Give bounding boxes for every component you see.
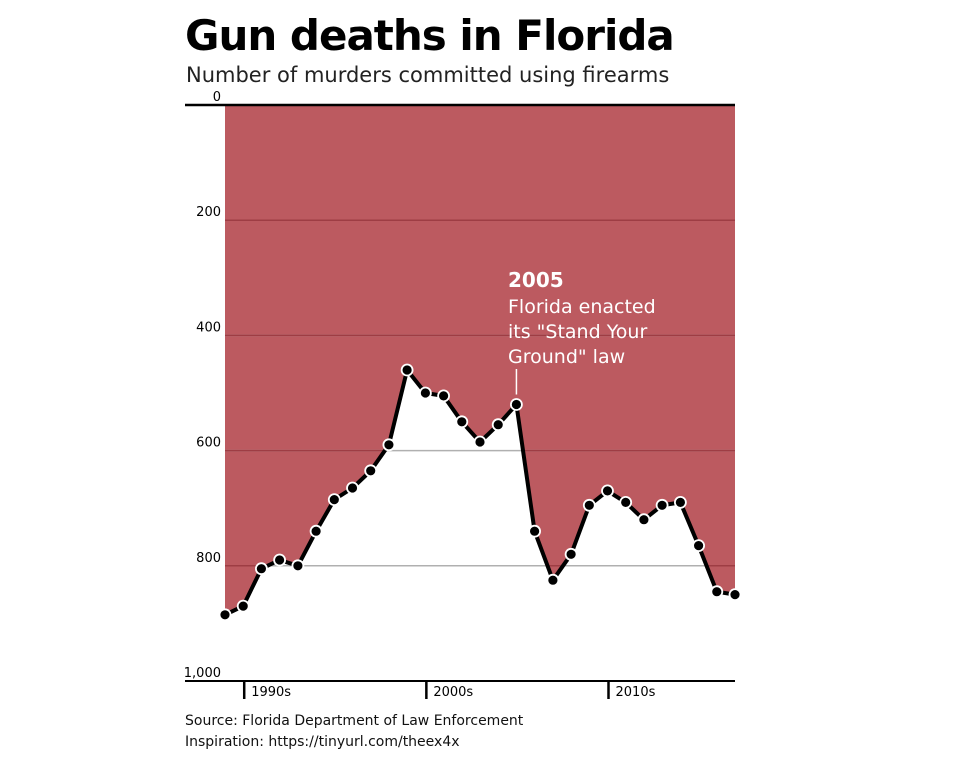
annotation-text-line: Florida enacted — [508, 296, 656, 318]
source-line: Source: Florida Department of Law Enforc… — [185, 713, 524, 729]
y-tick-label: 0 — [213, 90, 221, 105]
y-tick-label: 400 — [196, 320, 221, 335]
data-point — [564, 547, 578, 561]
data-point — [455, 415, 469, 429]
data-point — [273, 553, 287, 567]
data-points — [218, 363, 742, 622]
data-point — [637, 513, 651, 527]
inspiration-line: Inspiration: https://tinyurl.com/theex4x — [185, 734, 460, 750]
data-point — [346, 481, 359, 495]
data-point — [601, 484, 614, 498]
y-tick-label: 600 — [196, 436, 221, 451]
data-point — [437, 389, 451, 403]
data-point — [418, 386, 432, 400]
data-point — [218, 608, 232, 622]
axes: 0 200 400 600 800 1,000 1990s 2000s 2010s — [184, 90, 735, 700]
data-point — [619, 495, 633, 509]
data-point — [254, 562, 268, 576]
data-point — [309, 524, 323, 538]
data-point — [655, 498, 669, 512]
y-tick-label: 800 — [196, 551, 221, 566]
source-notes: Source: Florida Department of Law Enforc… — [185, 711, 523, 753]
data-point — [327, 493, 341, 507]
data-point — [382, 438, 396, 452]
data-point — [728, 588, 742, 601]
data-point — [400, 363, 414, 377]
annotation-text-line: its "Stand Your — [508, 321, 647, 343]
annotation: 2005 Florida enacted its "Stand Your Ground… — [508, 268, 656, 395]
annotation-text-line: Ground" law — [508, 346, 625, 368]
data-point — [473, 435, 487, 449]
data-point — [364, 464, 378, 478]
x-tick-label: 2010s — [616, 685, 656, 700]
data-point — [291, 559, 305, 573]
data-point — [546, 573, 560, 587]
annotation-year: 2005 — [508, 268, 564, 292]
gridlines — [225, 219, 735, 567]
data-point — [710, 585, 724, 599]
x-tick-label: 1990s — [251, 685, 291, 700]
data-point — [674, 495, 687, 509]
data-point — [692, 539, 705, 552]
x-tick-label: 2000s — [433, 685, 473, 700]
chart-title: Gun deaths in Florida — [185, 11, 675, 60]
data-point — [510, 398, 523, 411]
area-fill-layer — [225, 105, 735, 615]
data-point — [528, 524, 541, 538]
data-point — [582, 498, 596, 512]
y-tick-label: 200 — [196, 205, 221, 220]
data-point — [491, 418, 505, 432]
data-point — [236, 599, 250, 613]
y-tick-label: 1,000 — [184, 666, 221, 681]
area-fill — [225, 105, 735, 615]
chart-subtitle: Number of murders committed using firear… — [186, 63, 670, 87]
